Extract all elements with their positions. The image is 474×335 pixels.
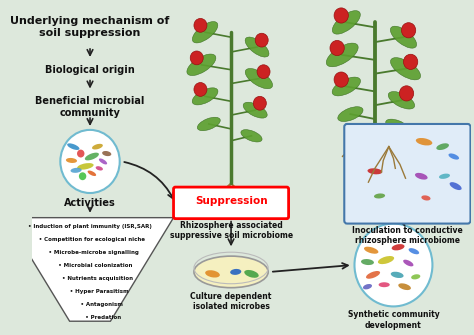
Circle shape — [400, 86, 414, 101]
Text: Culture dependent
isolated microbes: Culture dependent isolated microbes — [191, 292, 272, 311]
Ellipse shape — [338, 107, 363, 122]
Ellipse shape — [192, 21, 218, 43]
Ellipse shape — [99, 158, 107, 164]
Ellipse shape — [187, 54, 216, 76]
Text: Synthetic community
development: Synthetic community development — [347, 310, 439, 330]
Ellipse shape — [416, 138, 432, 145]
Text: Underlying mechanism of
soil suppression: Underlying mechanism of soil suppression — [10, 16, 170, 38]
Ellipse shape — [332, 77, 360, 96]
Circle shape — [330, 41, 344, 56]
Ellipse shape — [374, 193, 385, 198]
Ellipse shape — [197, 117, 220, 131]
Polygon shape — [7, 218, 173, 321]
Ellipse shape — [245, 37, 269, 57]
Circle shape — [194, 82, 207, 96]
Ellipse shape — [77, 163, 94, 170]
Ellipse shape — [332, 11, 360, 34]
Ellipse shape — [391, 58, 420, 80]
Ellipse shape — [367, 168, 383, 174]
Ellipse shape — [388, 91, 415, 109]
Ellipse shape — [411, 274, 420, 279]
Ellipse shape — [67, 143, 80, 150]
Text: Beneficial microbial
community: Beneficial microbial community — [36, 96, 145, 118]
Text: Rhizosphere associated
suppressive soil microbiome: Rhizosphere associated suppressive soil … — [170, 221, 292, 240]
Ellipse shape — [421, 195, 430, 201]
Ellipse shape — [96, 166, 103, 171]
Ellipse shape — [88, 171, 96, 176]
Ellipse shape — [363, 284, 372, 289]
Ellipse shape — [361, 259, 374, 265]
Ellipse shape — [245, 69, 273, 89]
Ellipse shape — [241, 130, 262, 142]
Text: Biological origin: Biological origin — [45, 65, 135, 75]
Circle shape — [194, 18, 207, 32]
Ellipse shape — [409, 248, 419, 254]
Ellipse shape — [92, 144, 103, 149]
Ellipse shape — [230, 269, 241, 275]
Circle shape — [257, 65, 270, 79]
Circle shape — [190, 51, 203, 65]
Circle shape — [334, 72, 348, 87]
Ellipse shape — [77, 150, 84, 157]
Ellipse shape — [364, 247, 378, 254]
Circle shape — [253, 96, 266, 110]
Ellipse shape — [192, 88, 218, 105]
Text: • Competition for ecological niche: • Competition for ecological niche — [35, 237, 145, 242]
Text: • Predation: • Predation — [59, 315, 121, 320]
Ellipse shape — [102, 151, 111, 156]
Circle shape — [403, 54, 418, 69]
Text: Inoculation to conductive
rhizosphere microbiome: Inoculation to conductive rhizosphere mi… — [352, 225, 463, 245]
Ellipse shape — [403, 260, 413, 266]
Ellipse shape — [450, 182, 462, 190]
Text: • Microbe-microbe signalling: • Microbe-microbe signalling — [41, 250, 139, 255]
Text: • Microbial colonization: • Microbial colonization — [47, 263, 133, 268]
Ellipse shape — [71, 168, 82, 173]
Ellipse shape — [415, 173, 428, 180]
Ellipse shape — [326, 43, 358, 67]
Ellipse shape — [85, 153, 99, 160]
Ellipse shape — [391, 272, 403, 278]
Ellipse shape — [448, 153, 459, 159]
FancyBboxPatch shape — [344, 124, 471, 223]
Ellipse shape — [243, 102, 267, 118]
Circle shape — [401, 23, 416, 38]
Ellipse shape — [391, 26, 417, 48]
Circle shape — [355, 223, 432, 307]
Ellipse shape — [244, 270, 259, 278]
Ellipse shape — [66, 158, 77, 163]
Ellipse shape — [392, 244, 404, 250]
Text: Suppression: Suppression — [195, 196, 267, 206]
Ellipse shape — [194, 256, 268, 288]
Ellipse shape — [379, 282, 390, 287]
Text: • Hyper Parasitism: • Hyper Parasitism — [51, 289, 129, 294]
Circle shape — [334, 8, 348, 23]
Text: • Induction of plant immunity (ISR,SAR): • Induction of plant immunity (ISR,SAR) — [28, 223, 152, 228]
Ellipse shape — [437, 143, 449, 150]
Circle shape — [60, 130, 120, 193]
Ellipse shape — [205, 270, 220, 277]
Ellipse shape — [378, 256, 394, 264]
Ellipse shape — [439, 174, 450, 179]
Circle shape — [255, 33, 268, 47]
FancyBboxPatch shape — [173, 187, 289, 219]
Ellipse shape — [79, 172, 86, 180]
Text: Activities: Activities — [64, 198, 116, 208]
Ellipse shape — [398, 283, 411, 290]
Ellipse shape — [366, 271, 380, 279]
Ellipse shape — [386, 119, 409, 133]
Text: • Nutrients acquisition: • Nutrients acquisition — [47, 276, 133, 281]
Text: • Antagonism: • Antagonism — [57, 302, 122, 307]
